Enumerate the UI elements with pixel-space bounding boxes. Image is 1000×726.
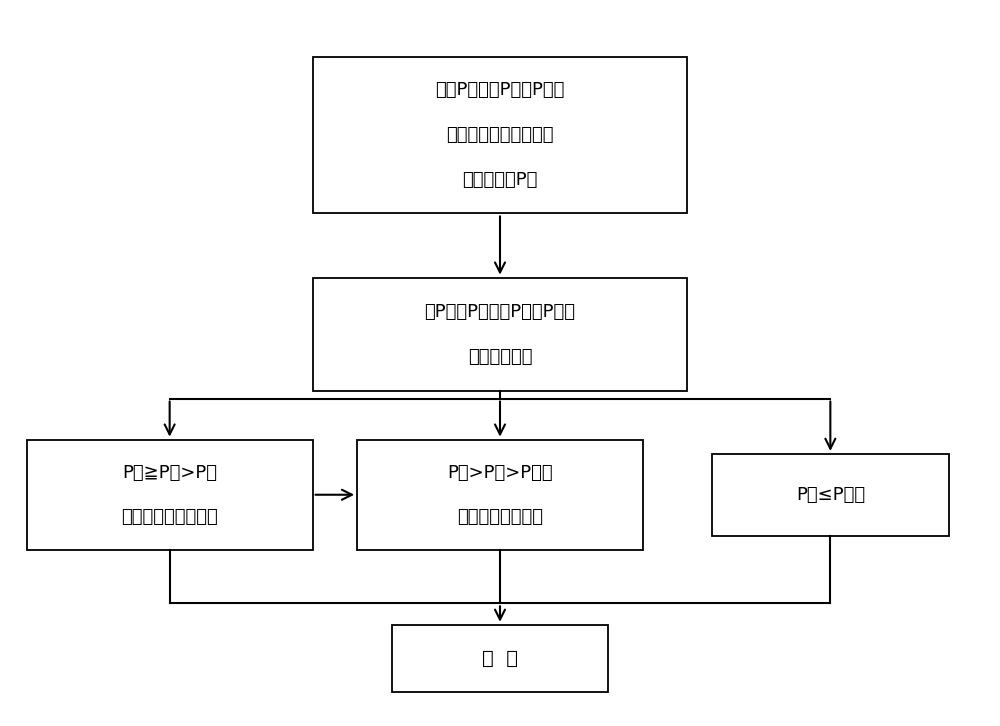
Bar <box>712 454 949 536</box>
Bar <box>392 624 608 693</box>
Text: P限≧P低>P降: P限≧P低>P降 <box>122 464 217 481</box>
Text: P降>P低>P停机: P降>P低>P停机 <box>447 464 553 481</box>
Text: 检测机组关机时低压侧: 检测机组关机时低压侧 <box>446 126 554 144</box>
Text: 大小进行比较: 大小进行比较 <box>468 348 532 367</box>
Bar <box>357 439 643 550</box>
Text: 将P低与P停机、P降、P限的: 将P低与P停机、P降、P限的 <box>424 303 576 321</box>
Text: 停  机: 停 机 <box>482 649 518 668</box>
Bar <box>27 439 313 550</box>
Bar <box>313 277 687 391</box>
Text: 机组降低频率运行: 机组降低频率运行 <box>457 507 543 526</box>
Bar <box>313 57 687 213</box>
Text: 的低压压力P低: 的低压压力P低 <box>462 171 538 189</box>
Text: P低≤P停机: P低≤P停机 <box>796 486 865 504</box>
Text: 机组维持原频率运行: 机组维持原频率运行 <box>121 507 218 526</box>
Text: 设定P停机、P降、P限。: 设定P停机、P降、P限。 <box>435 81 565 99</box>
